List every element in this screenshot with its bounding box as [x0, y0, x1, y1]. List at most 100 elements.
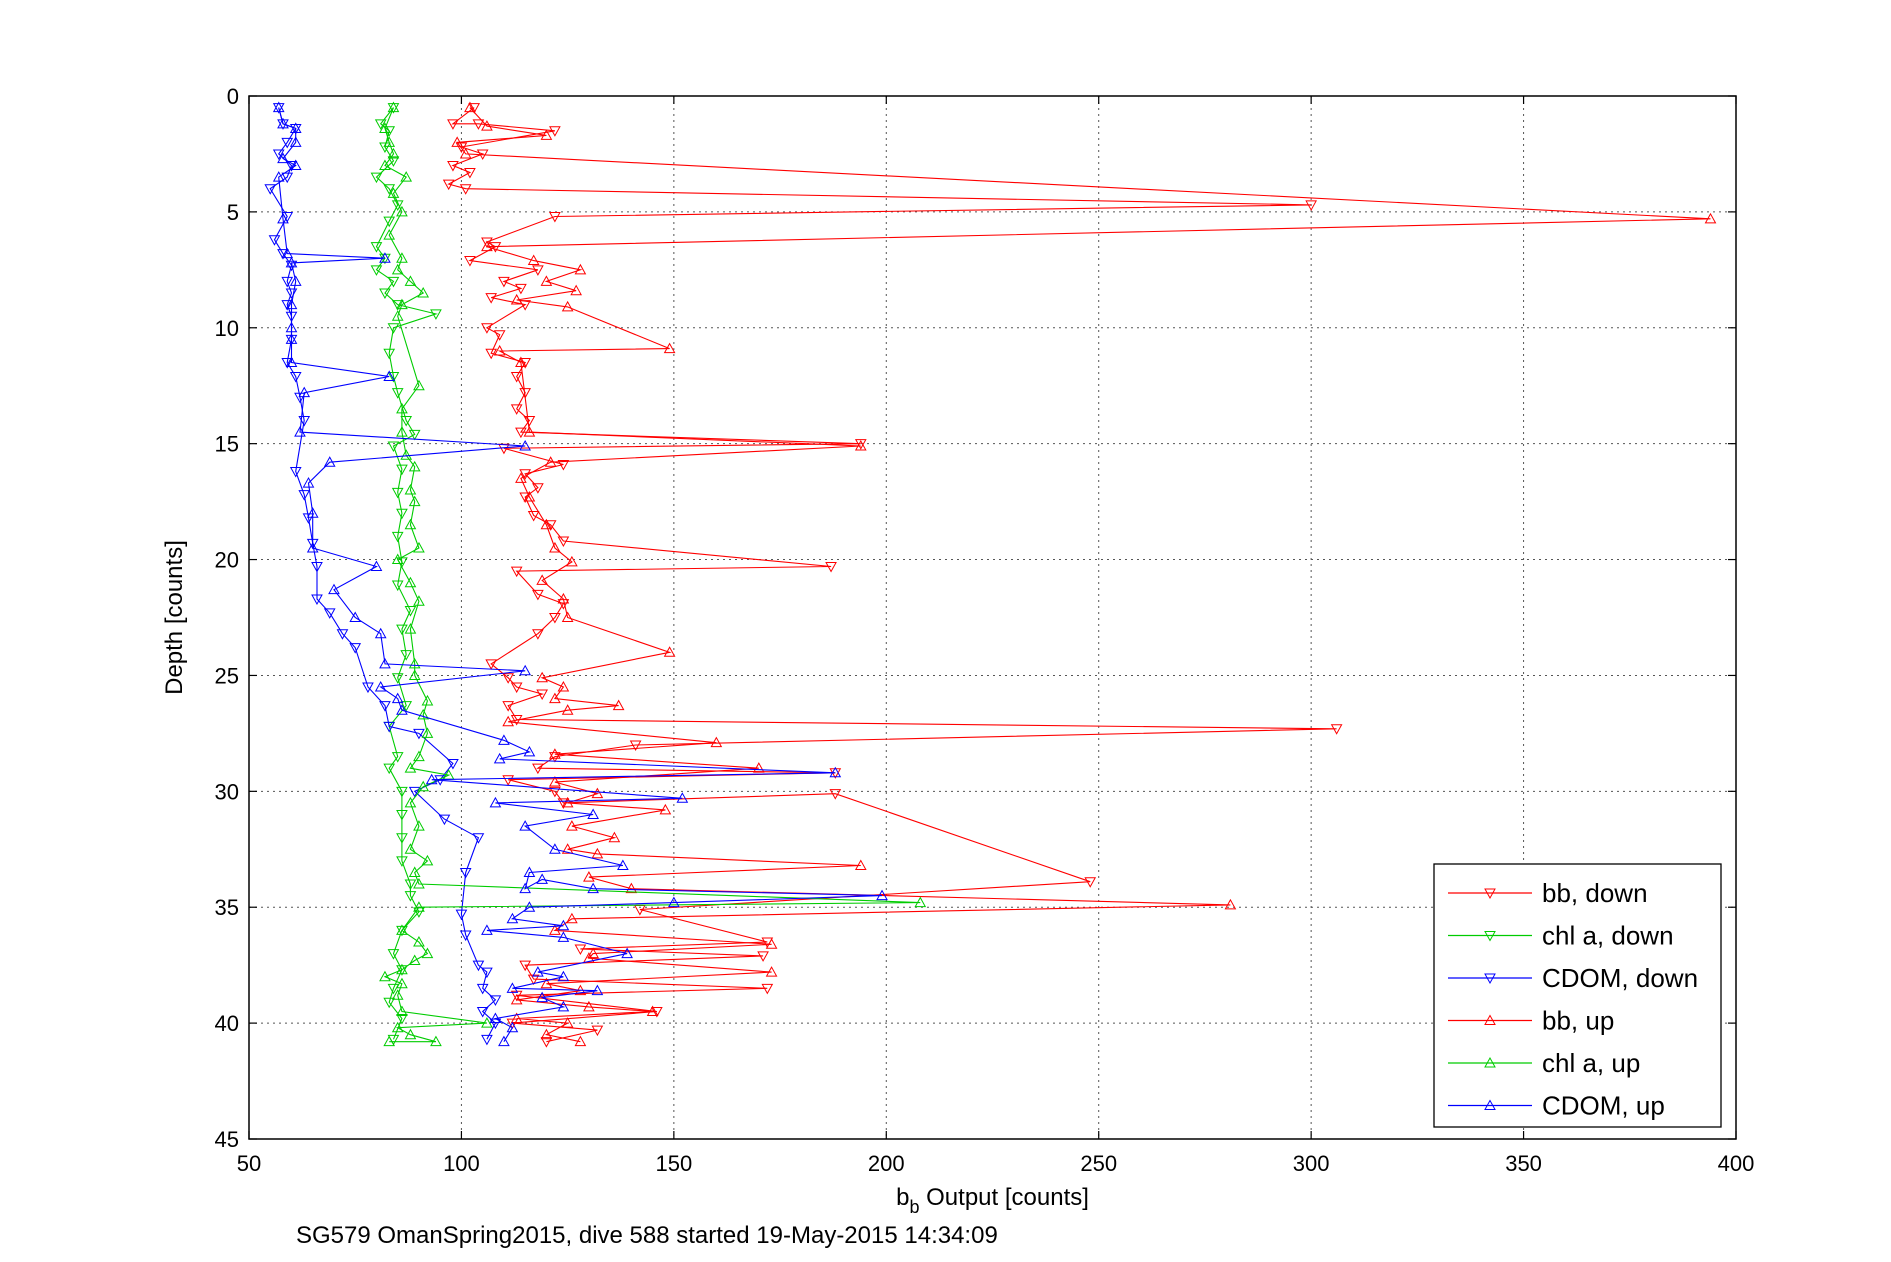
data-point [396, 298, 408, 310]
legend-marker [1484, 1014, 1496, 1025]
data-point [621, 947, 633, 959]
data-point [391, 310, 404, 321]
data-point [527, 254, 540, 266]
data-point [472, 833, 485, 844]
data-point [289, 466, 302, 478]
data-point [481, 1034, 493, 1046]
data-point [438, 814, 451, 826]
ticks: 50 100 150 200 250 300 350 400 0 5 10 15 20 25 30 35 40 4… [215, 84, 1755, 1176]
data-point [459, 930, 472, 942]
legend-marker [1484, 888, 1496, 900]
data-point [391, 200, 404, 211]
series-line-chl-a-up [383, 107, 921, 1043]
y-tick-label: 25 [215, 663, 239, 688]
data-point [574, 1035, 587, 1047]
data-point [481, 237, 493, 249]
data-point [396, 1005, 408, 1017]
data-point [557, 536, 570, 548]
data-point [281, 137, 294, 149]
data-point [523, 426, 536, 437]
data-point [396, 977, 408, 989]
data-point [876, 889, 888, 901]
data-point [536, 574, 549, 585]
data-point [285, 260, 298, 272]
data-point [587, 808, 599, 820]
data-point [281, 172, 294, 184]
data-point [281, 276, 294, 288]
data-point [417, 780, 430, 792]
data-point [396, 205, 408, 217]
y-tick-label: 30 [215, 779, 239, 804]
data-point [489, 1012, 502, 1023]
data-point [659, 803, 672, 815]
data-point [676, 792, 689, 803]
series-bb-down [442, 103, 1343, 1048]
data-point [400, 701, 413, 712]
data-point [421, 694, 434, 706]
data-point [404, 843, 417, 854]
data-point [561, 611, 574, 622]
data-point [523, 415, 536, 427]
data-point [1084, 877, 1097, 888]
data-point [400, 415, 413, 427]
data-point [549, 924, 561, 935]
data-point [277, 249, 289, 260]
data-point [387, 323, 400, 334]
data-point [663, 342, 676, 354]
data-point [566, 820, 578, 831]
data-point [383, 370, 396, 381]
data-point [914, 896, 927, 908]
data-point [277, 212, 289, 224]
data-point [306, 507, 319, 518]
data-point [510, 682, 523, 694]
data-point [404, 606, 417, 617]
data-point [413, 935, 425, 947]
data-point [668, 896, 680, 908]
data-point [468, 103, 481, 114]
legend-label: chl a, up [1542, 1048, 1640, 1078]
data-point [519, 492, 532, 504]
data-point [447, 119, 459, 130]
data-point [396, 508, 408, 520]
data-point [396, 833, 408, 844]
data-point [306, 541, 319, 553]
data-point [591, 1025, 604, 1037]
data-point [829, 789, 842, 800]
data-point [459, 867, 472, 879]
x-tick-label: 350 [1505, 1151, 1542, 1176]
data-point [281, 247, 294, 259]
legend-entry: chl a, up [1448, 1048, 1640, 1078]
data-point [587, 947, 599, 959]
data-point [370, 242, 383, 253]
data-point [498, 1035, 510, 1047]
data-point [383, 763, 396, 775]
legend-entry: chl a, down [1448, 921, 1674, 951]
series-layer [264, 101, 1717, 1048]
data-point [396, 963, 408, 975]
data-point [515, 427, 527, 439]
data-point [408, 669, 421, 680]
data-point [391, 553, 404, 565]
data-point [561, 796, 574, 808]
data-point [272, 149, 285, 160]
data-point [510, 404, 523, 415]
data-point [854, 859, 867, 871]
data-point [472, 119, 485, 130]
data-point [396, 464, 408, 476]
data-point [413, 750, 425, 762]
data-point [583, 871, 595, 882]
data-point [625, 882, 638, 894]
data-point [536, 991, 549, 1003]
data-point [506, 912, 519, 924]
data-point [387, 1034, 400, 1046]
data-point [557, 798, 570, 809]
data-point [489, 242, 502, 253]
data-point [532, 629, 544, 640]
data-point [451, 136, 464, 147]
x-axis-label: bb Output [counts] [896, 1184, 1089, 1217]
data-point [557, 460, 570, 471]
data-point [557, 1000, 570, 1012]
data-point [396, 252, 408, 263]
data-point [515, 283, 527, 295]
data-point [557, 592, 570, 604]
